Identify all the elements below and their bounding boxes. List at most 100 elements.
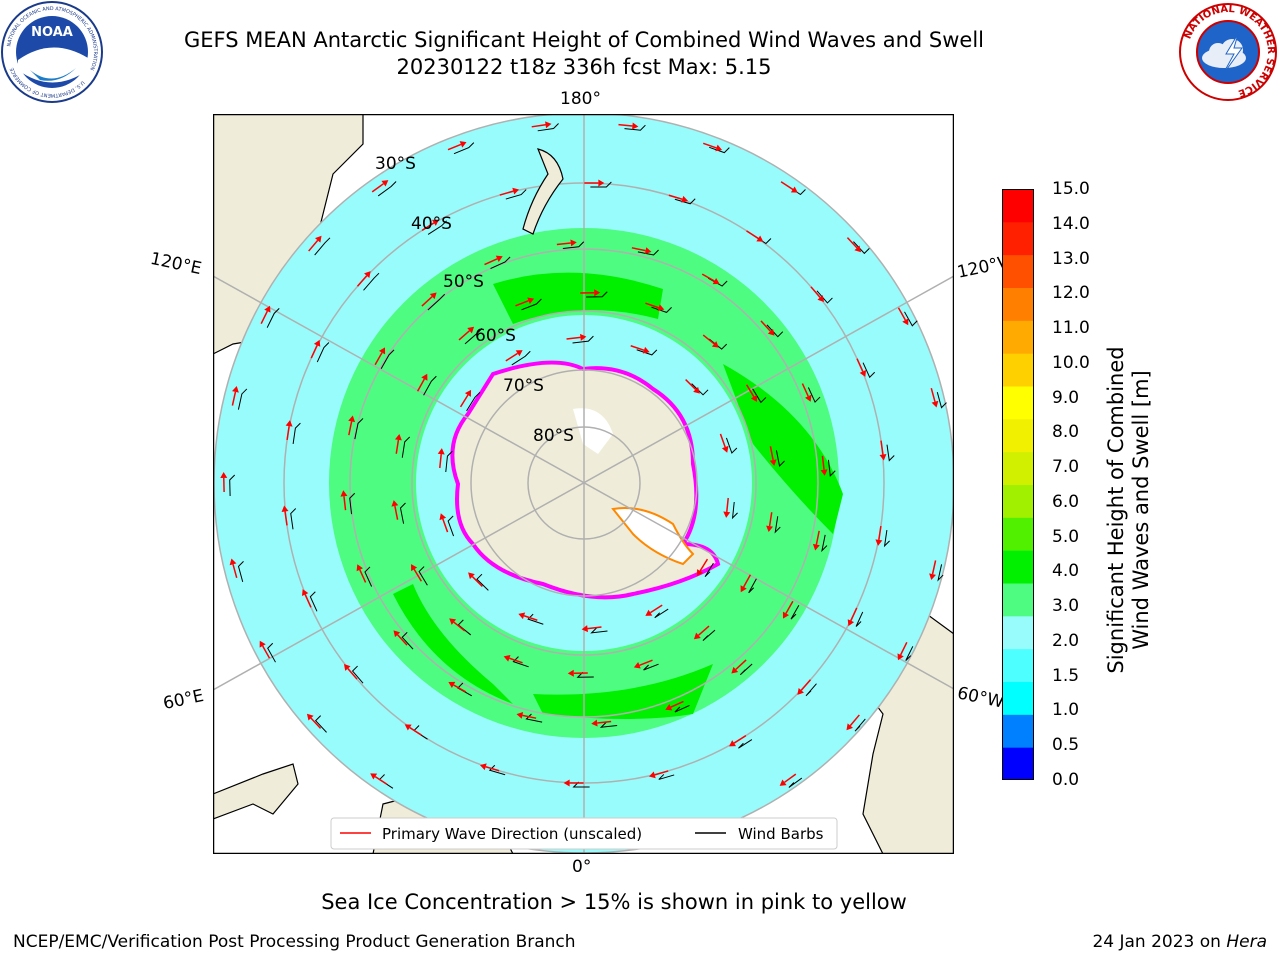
- wave-arrow-head: [381, 180, 389, 187]
- wave-arrow-shaft: [780, 181, 794, 191]
- lat-label-50s: 50°S: [443, 272, 484, 292]
- wave-arrow-shaft: [343, 496, 347, 511]
- colorbar-tick-label: 9.0: [1052, 387, 1080, 408]
- wave-arrow-shaft: [284, 511, 288, 526]
- wave-arrow-shaft: [897, 307, 906, 321]
- wave-arrow-shaft: [484, 258, 498, 266]
- wave-arrow-head: [364, 271, 371, 278]
- wind-barb: [654, 608, 669, 619]
- wave-arrow-head: [259, 640, 266, 648]
- wave-arrow-shaft: [801, 383, 809, 397]
- wave-arrow-shaft: [742, 574, 752, 588]
- wave-arrow-shaft: [442, 518, 449, 533]
- wave-arrow-shaft: [702, 334, 715, 345]
- high-wave-band-north: [493, 272, 663, 324]
- wave-arrow-head: [711, 341, 719, 348]
- wave-arrow-head: [731, 666, 739, 674]
- wind-barb: [316, 342, 330, 363]
- wave-arrow-shaft: [453, 621, 466, 632]
- wave-arrow-shaft: [458, 330, 471, 341]
- wind-barb: [512, 656, 529, 668]
- wave-arrow-shaft: [880, 440, 884, 455]
- wave-arrow-shaft: [760, 320, 771, 332]
- nws-logo: NATIONAL WEATHER SERVICE: [1179, 3, 1277, 101]
- date-value: 24 Jan 2023 on: [1092, 932, 1227, 952]
- legend-wind-barbs: Wind Barbs: [738, 825, 824, 843]
- wave-arrow-shaft: [556, 242, 571, 246]
- wave-arrow-head: [897, 653, 904, 661]
- wave-arrow-shaft: [231, 391, 237, 406]
- wave-arrow-head: [437, 448, 445, 455]
- wave-arrow-shaft: [348, 421, 353, 436]
- wave-arrow-head: [306, 713, 314, 721]
- wave-arrow-head: [503, 654, 511, 662]
- wind-barb: [937, 564, 944, 582]
- wind-barb: [748, 578, 757, 594]
- wave-arrow-head: [902, 318, 909, 326]
- chart-title: GEFS MEAN Antarctic Significant Height o…: [183, 28, 985, 52]
- wind-barb: [731, 501, 738, 520]
- wave-arrow-head: [281, 505, 289, 512]
- wave-arrow-shaft: [499, 190, 514, 196]
- wave-arrow-shaft: [850, 607, 858, 621]
- colorbar-segment: [1002, 583, 1034, 617]
- wind-barb: [816, 290, 833, 304]
- colorbar-tick-label: 4.0: [1052, 561, 1080, 582]
- wind-barb: [314, 715, 327, 733]
- wave-arrow-head: [769, 459, 777, 466]
- wave-arrow-head: [847, 619, 855, 627]
- wave-arrow-head: [340, 490, 348, 497]
- colorbar-tick-label: 15.0: [1052, 179, 1090, 199]
- host-name: Hera: [1226, 932, 1267, 952]
- wave-arrow-shaft: [304, 594, 312, 608]
- wave-arrow-head: [404, 724, 412, 731]
- wind-barb: [511, 350, 531, 366]
- wind-barb: [399, 502, 406, 524]
- wind-barb: [309, 591, 318, 612]
- colorbar-segment: [1002, 550, 1034, 584]
- wind-barb: [709, 146, 730, 154]
- wave-arrow-head: [516, 711, 524, 719]
- wave-arrow-head: [479, 763, 487, 771]
- wave-arrow-head: [515, 350, 523, 357]
- wind-barb: [476, 573, 489, 591]
- wave-arrow-shaft: [374, 352, 383, 366]
- colorbar-segment: [1002, 418, 1034, 453]
- lat-label-60s: 60°S: [475, 326, 516, 346]
- wave-arrow-head: [820, 469, 828, 476]
- wind-barb: [377, 181, 397, 197]
- wave-arrow-head: [859, 369, 867, 377]
- wave-arrow-shaft: [769, 446, 774, 461]
- wind-barb: [453, 142, 475, 155]
- wind-barb: [853, 241, 870, 255]
- wind-barb: [445, 450, 453, 473]
- wave-arrow-head: [421, 373, 428, 381]
- wave-arrow-shaft: [668, 194, 683, 200]
- wave-arrow-head: [301, 589, 309, 597]
- wind-barb: [643, 663, 659, 671]
- wave-arrow-shaft: [702, 142, 717, 149]
- wave-arrow-head: [790, 186, 798, 193]
- wind-barb: [527, 613, 544, 625]
- colorbar-label-line1: Significant Height of Combined: [1104, 346, 1128, 674]
- colorbar-tick-label: 14.0: [1052, 213, 1090, 234]
- wind-barb: [562, 241, 585, 250]
- wave-arrow-head: [448, 681, 456, 689]
- wave-arrow-head: [632, 122, 639, 130]
- wind-barb: [862, 362, 876, 379]
- colorbar-segment: [1002, 254, 1034, 288]
- colorbar-tick-label: 0.5: [1052, 735, 1080, 756]
- wave-arrow-shaft: [286, 425, 290, 441]
- wave-arrow-shaft: [416, 378, 426, 392]
- wave-arrow-shaft: [413, 568, 423, 582]
- wind-barb: [237, 388, 248, 410]
- colorbar-tick-label: 12.0: [1052, 283, 1090, 304]
- wave-arrow-head: [264, 305, 271, 313]
- wave-arrow-shaft: [397, 634, 408, 646]
- wave-arrow-head: [348, 415, 356, 423]
- wind-barb: [237, 561, 244, 582]
- wave-arrow-shaft: [846, 237, 858, 249]
- wave-arrow-head: [464, 389, 472, 397]
- wave-arrow-shaft: [471, 576, 483, 587]
- wind-barb: [691, 383, 709, 396]
